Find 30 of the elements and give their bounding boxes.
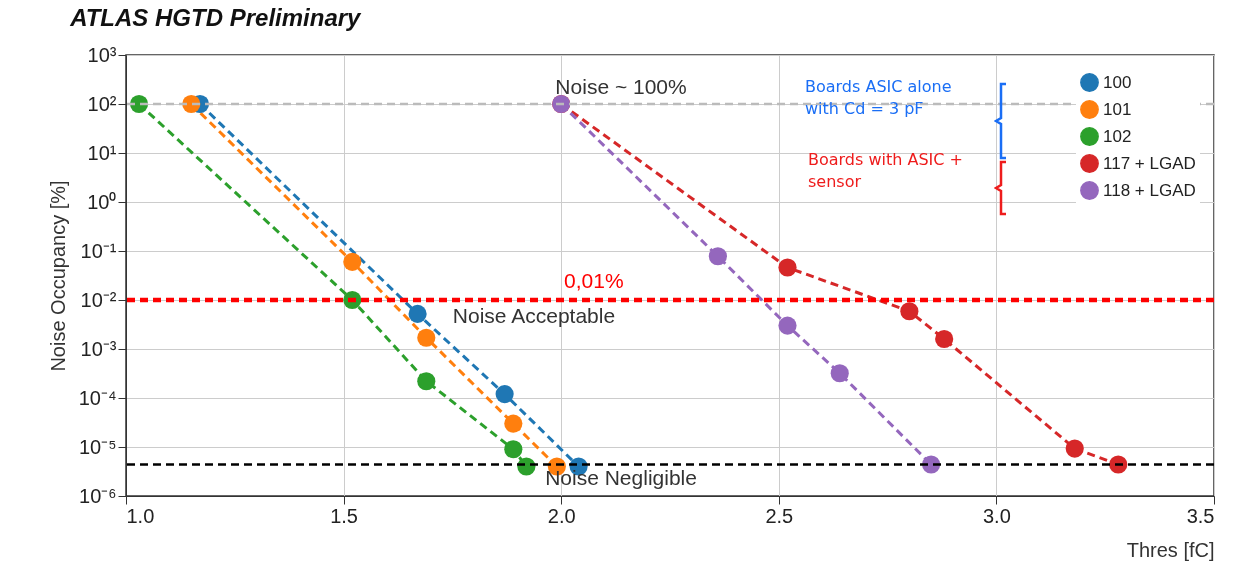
y-tick-label: 10⁰ <box>87 190 117 213</box>
annotation: Noise Acceptable <box>452 304 616 327</box>
ref-line-label: 0,01% <box>564 269 624 292</box>
x-axis-title: Thres [fC] <box>1126 538 1215 561</box>
x-tick-label: 2.5 <box>765 504 794 527</box>
ref-line-label: Noise ~ 100% <box>555 75 687 98</box>
legend-label: 117 + LGAD <box>1103 153 1196 173</box>
legend-label: 101 <box>1103 99 1132 119</box>
ref-line-label: Noise Negligible <box>545 466 697 490</box>
legend-label: 102 <box>1103 126 1132 146</box>
x-tick-label: 1.5 <box>330 504 359 527</box>
y-tick-label: 10⁻⁶ <box>79 484 117 507</box>
y-tick-label: 10⁻² <box>80 288 117 311</box>
x-tick-label: 2.0 <box>547 504 576 527</box>
y-tick-label: 10⁻⁴ <box>78 386 117 409</box>
chart-title: ATLAS HGTD Preliminary <box>69 4 363 31</box>
annotation: Boards with ASIC + sensor <box>808 149 964 193</box>
y-tick-label: 10³ <box>87 43 117 66</box>
legend-label: 100 <box>1103 72 1132 92</box>
x-tick-label: 3.5 <box>1186 504 1215 527</box>
x-tick-label: 1.0 <box>126 504 155 527</box>
y-axis-title: Noise Occupancy [%] <box>46 180 69 372</box>
y-tick-label: 10² <box>87 92 117 115</box>
x-tick-label: 3.0 <box>982 504 1011 527</box>
y-tick-label: 10⁻⁵ <box>78 435 117 458</box>
legend-label: 118 + LGAD <box>1103 180 1196 200</box>
y-tick-label: 10⁻¹ <box>80 239 117 262</box>
y-tick-label: 10⁻³ <box>80 337 117 360</box>
y-tick-label: 10¹ <box>87 141 117 164</box>
annotation: Boards ASIC alone with Cd = 3 pF <box>805 76 953 120</box>
